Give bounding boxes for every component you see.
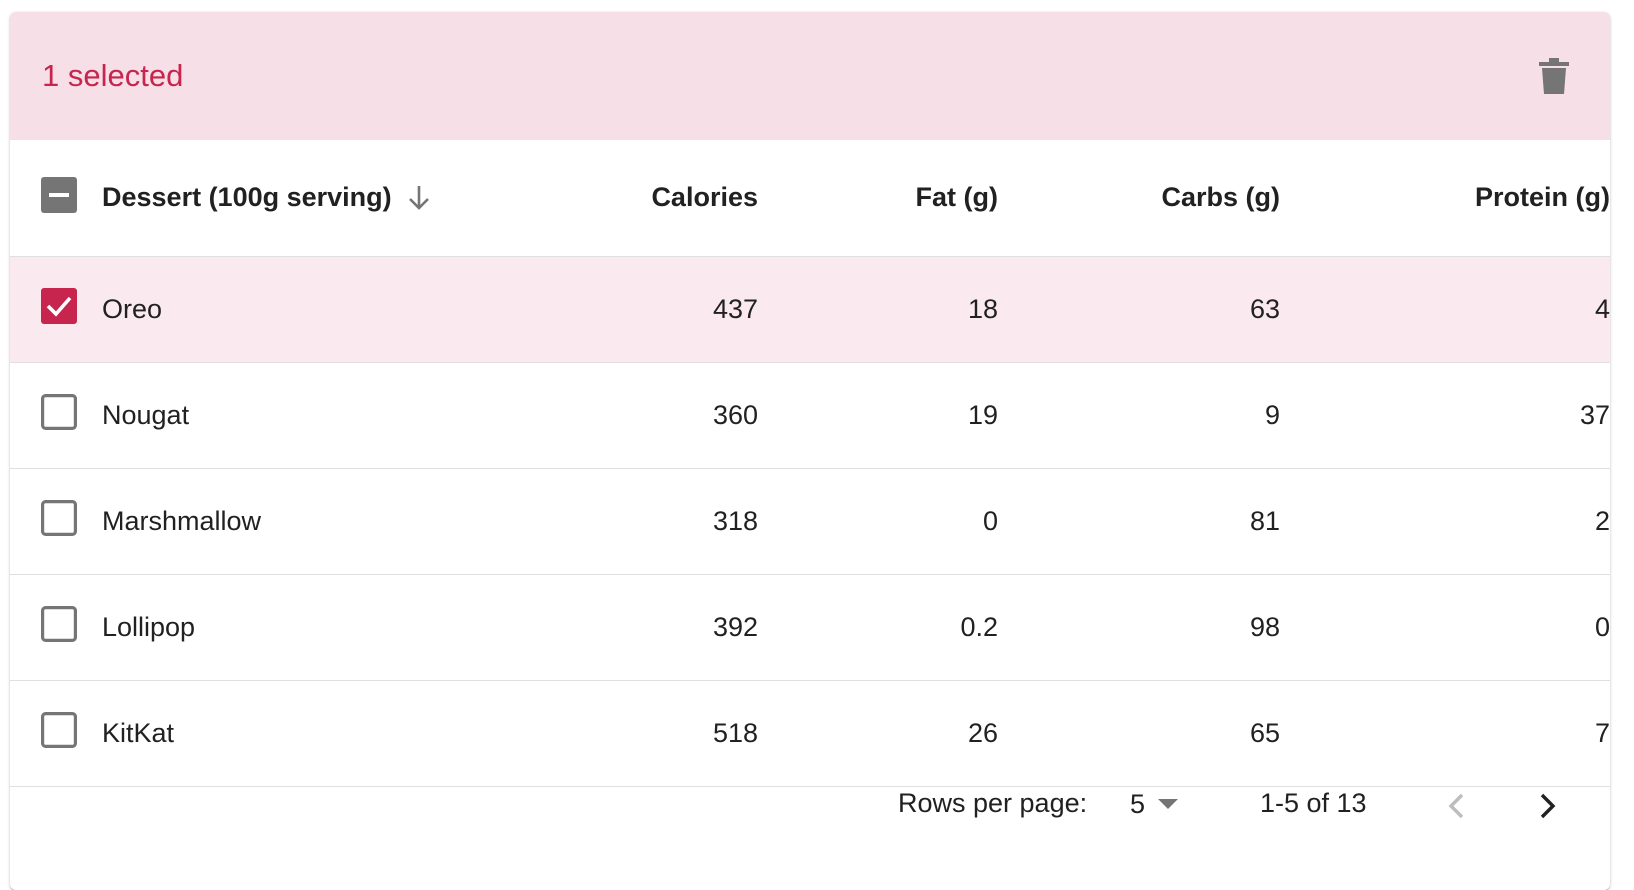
row-checkbox[interactable] — [40, 605, 78, 643]
cell-carbs: 98 — [998, 574, 1280, 681]
unchecked-checkbox-icon — [41, 394, 77, 430]
page-range: 1-5 of 13 — [1260, 788, 1367, 818]
caret-down-icon — [1157, 798, 1179, 810]
data-table-card: 1 selected — [10, 12, 1610, 890]
table-row[interactable]: Nougat 360 19 9 37 — [10, 362, 1610, 469]
cell-carbs: 65 — [998, 680, 1280, 787]
selected-count: 1 selected — [42, 58, 184, 93]
cell-protein: 37 — [1280, 362, 1610, 469]
arrow-down-icon — [406, 184, 432, 212]
column-header-calories[interactable]: Calories — [582, 140, 758, 257]
table-row[interactable]: Lollipop 392 0.2 98 0 — [10, 574, 1610, 681]
cell-fat: 0.2 — [758, 574, 998, 681]
cell-dessert: Lollipop — [102, 574, 582, 681]
checked-checkbox-icon — [41, 288, 77, 324]
cell-fat: 26 — [758, 680, 998, 787]
cell-protein: 7 — [1280, 680, 1610, 787]
cell-dessert: Nougat — [102, 362, 582, 469]
select-all-checkbox[interactable] — [40, 176, 78, 214]
row-checkbox[interactable] — [40, 499, 78, 537]
dessert-table: Dessert (100g serving) Calories Fat (g) … — [10, 140, 1610, 787]
cell-fat: 18 — [758, 256, 998, 363]
cell-calories: 437 — [582, 256, 758, 363]
cell-protein: 4 — [1280, 256, 1610, 363]
cell-dessert: Oreo — [102, 256, 582, 363]
unchecked-checkbox-icon — [41, 500, 77, 536]
rows-per-page-value: 5 — [1130, 788, 1146, 819]
header-row: Dessert (100g serving) Calories Fat (g) … — [10, 140, 1610, 257]
table-row[interactable]: Marshmallow 318 0 81 2 — [10, 468, 1610, 575]
table-row[interactable]: Oreo 437 18 63 4 — [10, 256, 1610, 363]
cell-calories: 392 — [582, 574, 758, 681]
table-row[interactable]: KitKat 518 26 65 7 — [10, 680, 1610, 787]
cell-carbs: 9 — [998, 362, 1280, 469]
cell-dessert: KitKat — [102, 680, 582, 787]
cell-protein: 0 — [1280, 574, 1610, 681]
cell-fat: 0 — [758, 468, 998, 575]
pagination-footer: Rows per page: 5 1-5 of 13 — [10, 754, 1610, 858]
rows-per-page-select[interactable]: 5 — [1130, 780, 1179, 828]
cell-calories: 518 — [582, 680, 758, 787]
column-header-protein[interactable]: Protein (g) — [1280, 140, 1610, 257]
row-checkbox[interactable] — [40, 393, 78, 431]
delete-button[interactable] — [1526, 48, 1582, 104]
indeterminate-checkbox-icon — [41, 176, 77, 213]
row-checkbox[interactable] — [40, 287, 78, 325]
sort-by-dessert[interactable]: Dessert (100g serving) — [102, 182, 432, 213]
column-header-dessert: Dessert (100g serving) — [102, 182, 392, 213]
cell-carbs: 63 — [998, 256, 1280, 363]
next-page-button[interactable] — [1520, 778, 1576, 834]
cell-calories: 318 — [582, 468, 758, 575]
chevron-left-icon — [1448, 793, 1464, 819]
column-header-carbs[interactable]: Carbs (g) — [998, 140, 1280, 257]
cell-calories: 360 — [582, 362, 758, 469]
row-checkbox[interactable] — [40, 711, 78, 749]
column-header-fat[interactable]: Fat (g) — [758, 140, 998, 257]
unchecked-checkbox-icon — [41, 606, 77, 642]
cell-protein: 2 — [1280, 468, 1610, 575]
previous-page-button[interactable] — [1428, 778, 1484, 834]
trash-icon — [1539, 58, 1569, 94]
rows-per-page-label: Rows per page: — [898, 788, 1088, 818]
cell-carbs: 81 — [998, 468, 1280, 575]
unchecked-checkbox-icon — [41, 712, 77, 748]
chevron-right-icon — [1540, 793, 1556, 819]
cell-fat: 19 — [758, 362, 998, 469]
selection-toolbar: 1 selected — [10, 12, 1610, 140]
cell-dessert: Marshmallow — [102, 468, 582, 575]
